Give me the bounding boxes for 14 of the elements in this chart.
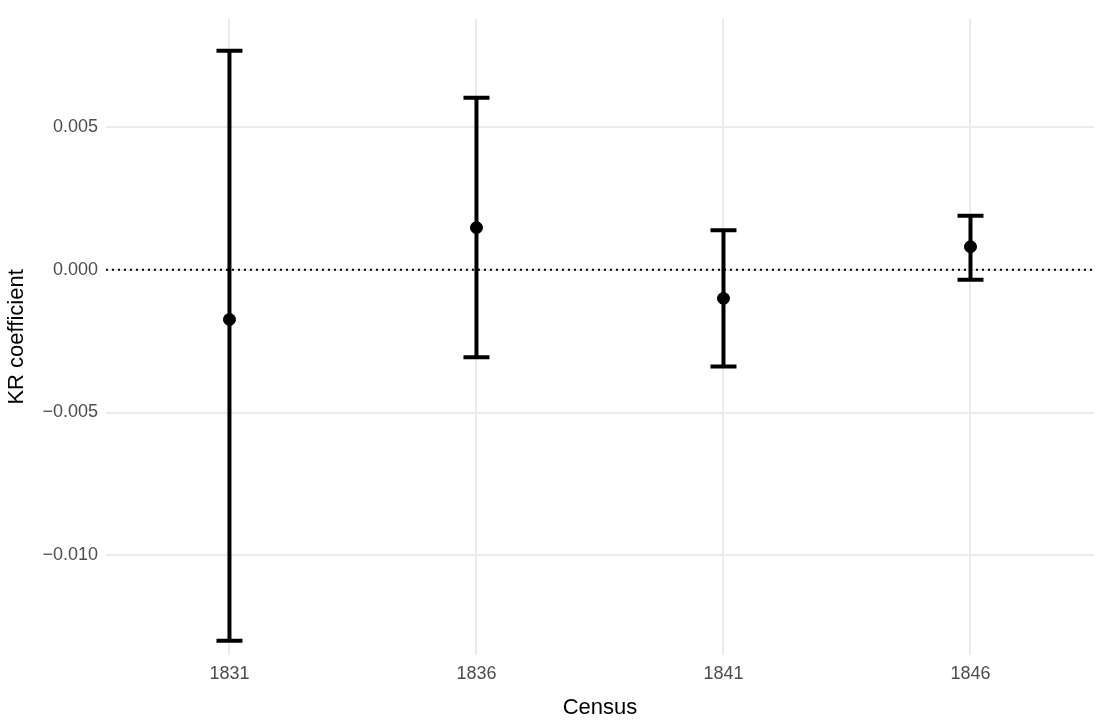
point [469, 221, 483, 235]
point [222, 313, 236, 326]
y-tick-label: 0.000 [52, 258, 98, 279]
y-tick-label: −0.010 [42, 544, 98, 565]
x-axis-title: Census [562, 693, 638, 719]
x-tick-label: 1836 [456, 662, 497, 683]
x-tick-label: 1846 [950, 662, 991, 683]
x-tick-label: 1831 [209, 662, 250, 683]
y-tick-label: −0.005 [42, 401, 98, 422]
point [963, 240, 977, 254]
y-axis-title: KR coefficient [3, 269, 29, 405]
y-tick-label: 0.005 [52, 116, 98, 137]
x-tick-label: 1841 [703, 662, 744, 683]
point [716, 291, 730, 305]
